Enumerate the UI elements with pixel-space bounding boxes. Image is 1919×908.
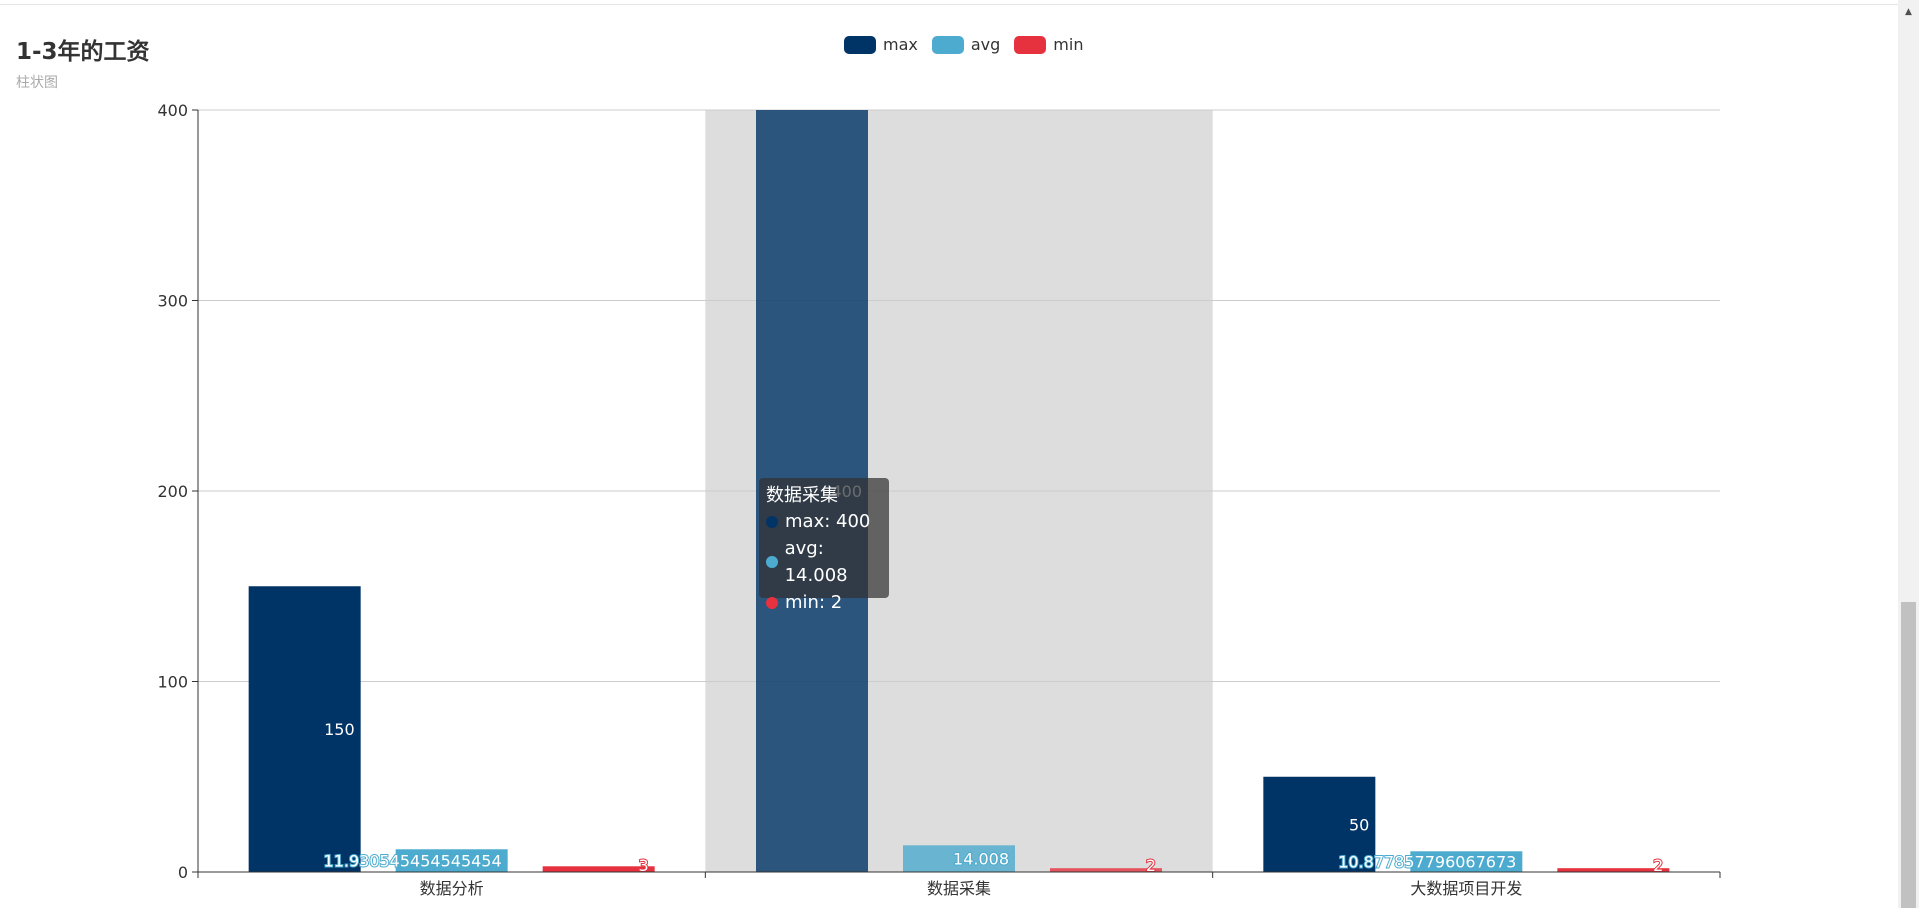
bar-min-2 [1557,868,1670,872]
tooltip-row-avg: avg: 14.008 [766,535,889,589]
legend-swatch-avg [931,35,964,54]
legend-item-avg[interactable]: avg [931,35,1001,54]
data-label-max-0: 150 [324,720,355,739]
bar-min-1 [1050,868,1162,872]
legend-swatch-max [844,35,876,54]
scroll-up-arrow-icon[interactable]: ▲ [1905,7,1912,17]
bar-avg-2 [1410,851,1523,872]
data-label-min-2: 2 [1653,856,1663,875]
tooltip-title: 数据采集 [766,485,838,506]
tooltip-dot-min [766,596,778,609]
legend-swatch-min [1014,35,1047,54]
y-tick-label: 300 [157,292,188,311]
bar-min-0 [542,866,655,872]
y-tick-label: 200 [157,482,188,501]
top-divider [0,4,1898,5]
chart-title: 1-3年的工资 [16,39,150,65]
tooltip-dot-max [766,515,778,528]
x-tick-label: 数据采集 [927,879,991,898]
data-label-avg-2: 10.877857796067673 [1338,853,1516,872]
tooltip-text-max: max: 400 [785,511,871,532]
chart-subtitle: 柱状图 [16,75,58,91]
data-label-max-2: 50 [1349,815,1369,834]
x-tick-label: 大数据项目开发 [1410,879,1522,898]
bar-avg-0 [395,849,508,872]
tooltip-row-max: max: 400 [766,508,889,535]
bar-max-0 [248,586,361,872]
legend-item-min[interactable]: min [1014,35,1083,54]
legend: max avg min [844,35,1083,54]
y-tick-label: 0 [178,863,188,882]
legend-label-avg: avg [970,35,1001,54]
legend-label-max: max [883,35,918,54]
y-tick-label: 100 [157,673,188,692]
tooltip-text-avg: avg: 14.008 [784,538,848,586]
tooltip-row-min: min: 2 [766,589,889,616]
legend-label-min: min [1053,35,1084,54]
bar-avg-1 [903,845,1015,872]
bar-max-2 [1263,776,1376,872]
data-label-avg-1: 14.008 [953,850,1009,869]
scrollbar-thumb[interactable] [1901,602,1916,908]
tooltip-text-min: min: 2 [785,592,843,613]
data-label-min-0: 3 [638,856,648,875]
data-label-min-1: 2 [1146,856,1156,875]
data-label-avg-0: 11.930545454545454 [324,852,502,871]
y-tick-label: 400 [157,101,188,120]
x-tick-label: 数据分析 [420,879,484,898]
tooltip: 数据采集 max: 400 avg: 14.008 min: 2 [759,478,889,613]
tooltip-dot-avg [766,556,778,568]
legend-item-max[interactable]: max [844,35,918,54]
